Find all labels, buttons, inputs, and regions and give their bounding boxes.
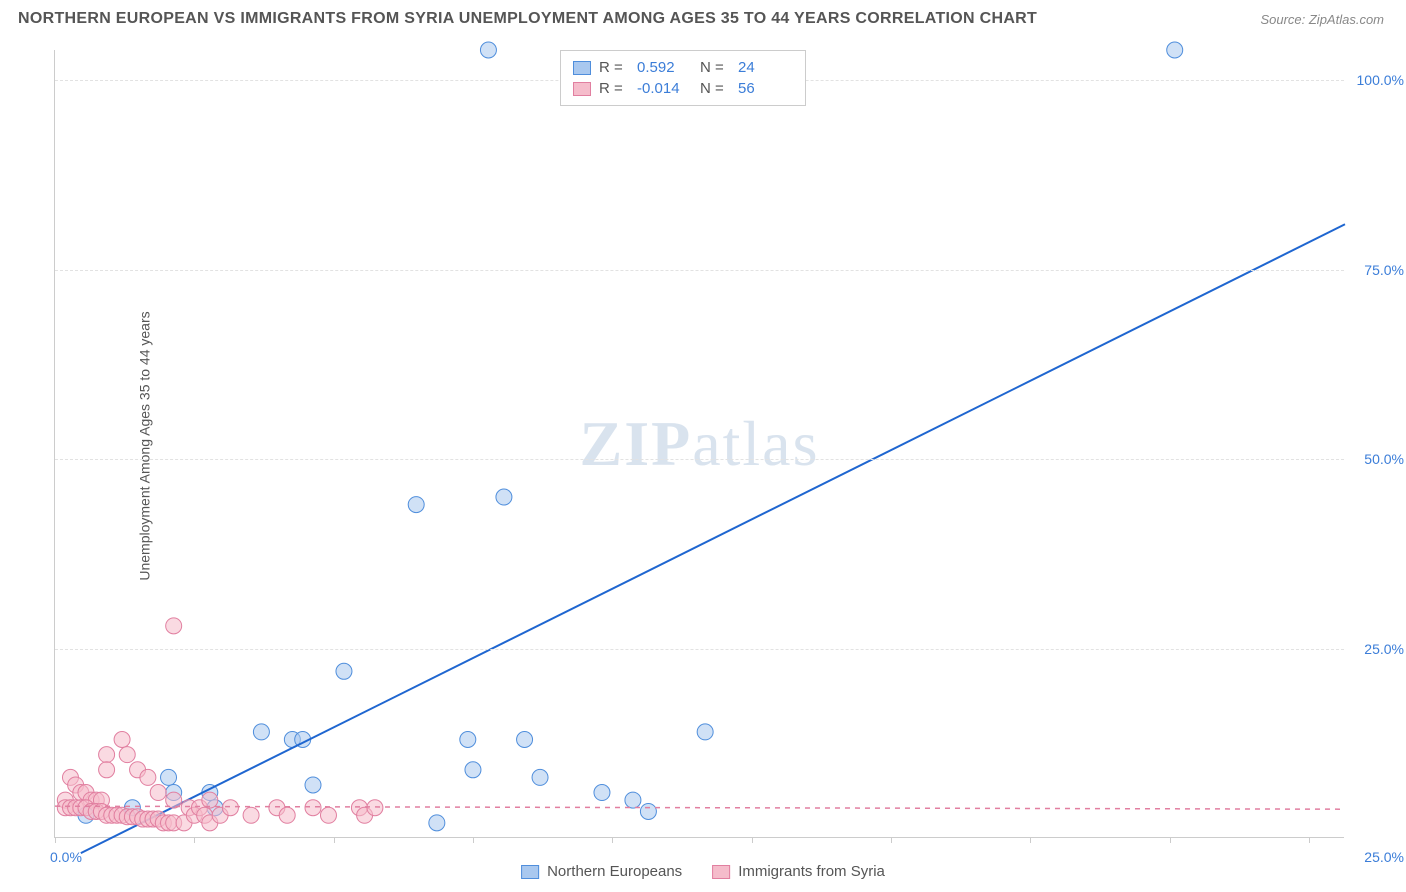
gridline-horizontal: [55, 270, 1344, 271]
r-label: R =: [599, 80, 629, 97]
data-point: [625, 792, 641, 808]
stats-legend-row: R = 0.592 N = 24: [573, 57, 793, 78]
n-value: 56: [738, 80, 793, 97]
data-point: [517, 732, 533, 748]
data-point: [99, 762, 115, 778]
x-tick: [891, 837, 892, 843]
data-point: [367, 800, 383, 816]
x-axis-min-label: 0.0%: [50, 849, 82, 865]
data-point: [114, 732, 130, 748]
r-value: -0.014: [637, 80, 692, 97]
n-label: N =: [700, 80, 730, 97]
stats-legend: R = 0.592 N = 24 R = -0.014 N = 56: [560, 50, 806, 106]
data-point: [697, 724, 713, 740]
x-tick: [1170, 837, 1171, 843]
data-point: [305, 777, 321, 793]
gridline-horizontal: [55, 459, 1344, 460]
data-point: [140, 769, 156, 785]
series-legend-item: Northern Europeans: [521, 863, 682, 880]
data-point: [320, 807, 336, 823]
data-point: [532, 769, 548, 785]
data-point: [202, 792, 218, 808]
scatter-svg: [55, 50, 1344, 837]
series-name: Northern Europeans: [547, 863, 682, 880]
data-point: [465, 762, 481, 778]
data-point: [243, 807, 259, 823]
y-tick-label: 75.0%: [1364, 262, 1404, 278]
data-point: [119, 747, 135, 763]
data-point: [460, 732, 476, 748]
data-point: [496, 489, 512, 505]
n-label: N =: [700, 59, 730, 76]
data-point: [305, 800, 321, 816]
y-tick-label: 25.0%: [1364, 641, 1404, 657]
data-point: [161, 769, 177, 785]
chart-title: NORTHERN EUROPEAN VS IMMIGRANTS FROM SYR…: [18, 10, 1037, 28]
y-tick-label: 100.0%: [1357, 72, 1404, 88]
legend-swatch: [573, 82, 591, 96]
series-name: Immigrants from Syria: [738, 863, 885, 880]
data-point: [279, 807, 295, 823]
x-tick: [473, 837, 474, 843]
n-value: 24: [738, 59, 793, 76]
trend-line: [81, 224, 1345, 853]
data-point: [253, 724, 269, 740]
data-point: [336, 663, 352, 679]
data-point: [99, 747, 115, 763]
x-tick: [1030, 837, 1031, 843]
x-tick: [612, 837, 613, 843]
data-point: [1167, 42, 1183, 58]
gridline-horizontal: [55, 649, 1344, 650]
data-point: [150, 785, 166, 801]
data-point: [408, 497, 424, 513]
legend-swatch: [573, 61, 591, 75]
chart-plot-area: ZIPatlas 0.0% 25.0% 25.0%50.0%75.0%100.0…: [54, 50, 1344, 838]
x-axis-max-label: 25.0%: [1364, 849, 1404, 865]
data-point: [166, 618, 182, 634]
x-tick: [194, 837, 195, 843]
legend-swatch: [521, 865, 539, 879]
series-legend: Northern Europeans Immigrants from Syria: [521, 863, 885, 880]
x-tick: [1309, 837, 1310, 843]
y-tick-label: 50.0%: [1364, 451, 1404, 467]
x-tick: [334, 837, 335, 843]
r-value: 0.592: [637, 59, 692, 76]
x-tick: [752, 837, 753, 843]
data-point: [640, 803, 656, 819]
x-tick: [55, 837, 56, 843]
source-label: Source: ZipAtlas.com: [1260, 12, 1384, 27]
series-legend-item: Immigrants from Syria: [712, 863, 885, 880]
stats-legend-row: R = -0.014 N = 56: [573, 78, 793, 99]
r-label: R =: [599, 59, 629, 76]
data-point: [222, 800, 238, 816]
legend-swatch: [712, 865, 730, 879]
data-point: [594, 785, 610, 801]
data-point: [429, 815, 445, 831]
data-point: [480, 42, 496, 58]
